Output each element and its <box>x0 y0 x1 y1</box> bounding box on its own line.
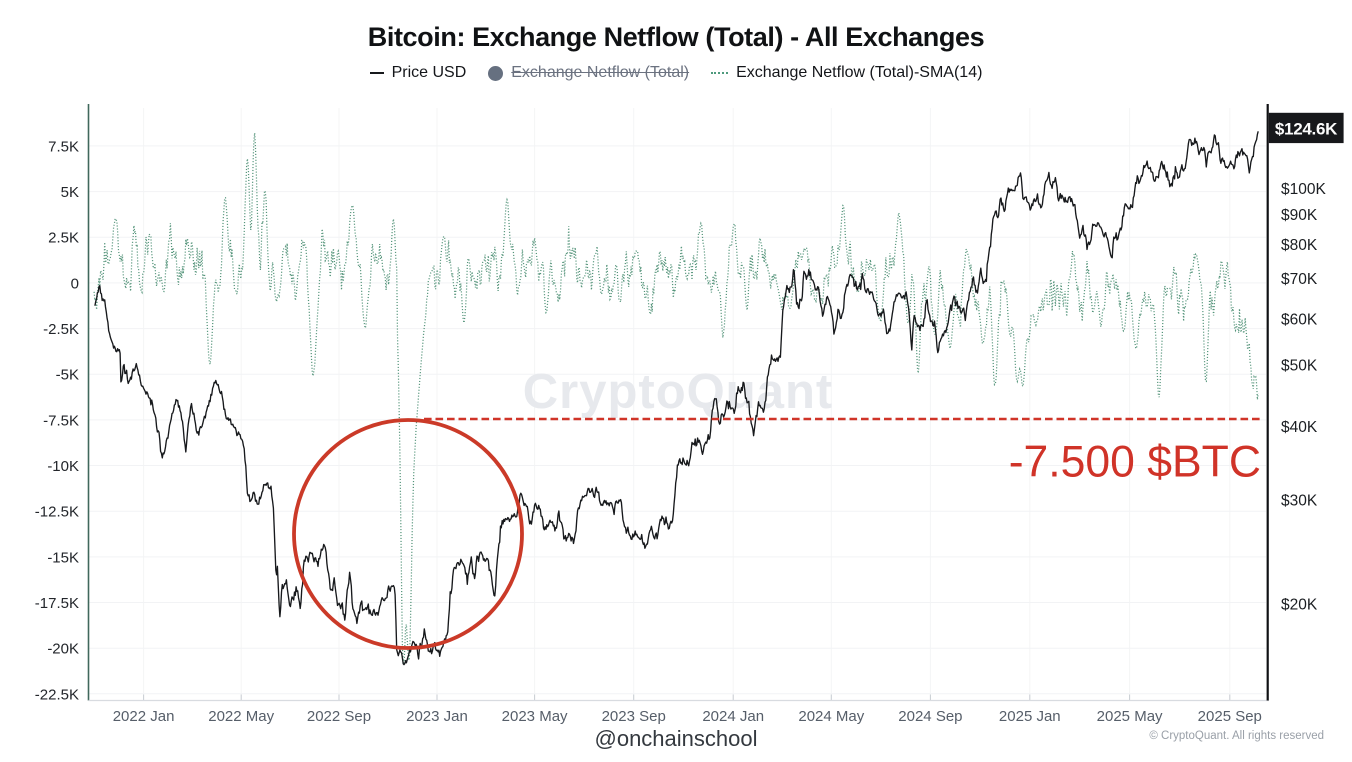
svg-text:$100K: $100K <box>1281 181 1326 198</box>
svg-text:CryptoQuant: CryptoQuant <box>523 365 833 419</box>
svg-text:$20K: $20K <box>1281 597 1318 614</box>
svg-text:-12.5K: -12.5K <box>35 504 79 521</box>
svg-text:-15K: -15K <box>47 549 79 566</box>
svg-text:2023 May: 2023 May <box>502 708 568 725</box>
svg-text:2022 Jan: 2022 Jan <box>113 708 175 725</box>
svg-text:2025 May: 2025 May <box>1097 708 1163 725</box>
svg-text:5K: 5K <box>61 184 79 201</box>
svg-text:-10K: -10K <box>47 458 79 475</box>
svg-text:2023 Jan: 2023 Jan <box>406 708 468 725</box>
svg-text:2024 Jan: 2024 Jan <box>702 708 764 725</box>
svg-text:-7.5K: -7.5K <box>43 412 79 429</box>
svg-text:2024 May: 2024 May <box>798 708 864 725</box>
svg-text:$124.6K: $124.6K <box>1275 120 1338 139</box>
svg-text:-2.5K: -2.5K <box>43 321 79 338</box>
svg-text:$40K: $40K <box>1281 419 1318 436</box>
svg-text:$80K: $80K <box>1281 237 1318 254</box>
svg-text:7.5K: 7.5K <box>48 138 79 155</box>
svg-text:2023 Sep: 2023 Sep <box>602 708 666 725</box>
svg-text:-17.5K: -17.5K <box>35 595 79 612</box>
svg-text:2022 Sep: 2022 Sep <box>307 708 371 725</box>
svg-text:$70K: $70K <box>1281 271 1318 288</box>
svg-text:$60K: $60K <box>1281 312 1318 329</box>
svg-text:-7.500 $BTC: -7.500 $BTC <box>1009 438 1261 487</box>
svg-text:$90K: $90K <box>1281 207 1318 224</box>
svg-text:2024 Sep: 2024 Sep <box>898 708 962 725</box>
svg-text:2022 May: 2022 May <box>208 708 274 725</box>
svg-text:-22.5K: -22.5K <box>35 686 79 703</box>
svg-text:2.5K: 2.5K <box>48 230 79 247</box>
svg-text:0: 0 <box>71 275 79 292</box>
svg-text:-20K: -20K <box>47 641 79 658</box>
svg-text:2025 Sep: 2025 Sep <box>1198 708 1262 725</box>
svg-text:2025 Jan: 2025 Jan <box>999 708 1061 725</box>
svg-text:$30K: $30K <box>1281 493 1318 510</box>
svg-text:-5K: -5K <box>56 367 79 384</box>
svg-text:$50K: $50K <box>1281 358 1318 375</box>
